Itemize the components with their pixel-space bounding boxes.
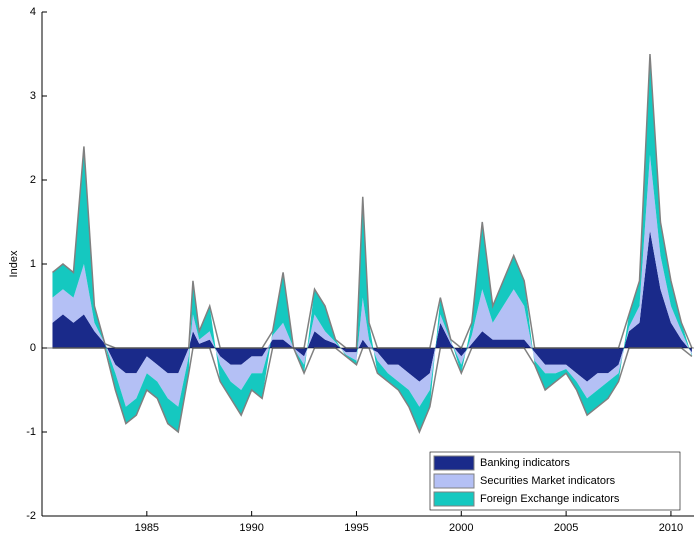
y-tick-label: -1 — [26, 426, 36, 438]
x-tick-label: 2010 — [659, 522, 683, 534]
x-tick-label: 1990 — [239, 522, 263, 534]
x-tick-label: 2000 — [449, 522, 473, 534]
legend-swatch — [433, 473, 475, 489]
y-tick-label: -2 — [26, 510, 36, 522]
y-tick-label: 3 — [30, 90, 36, 102]
legend-label: Foreign Exchange indicators — [480, 493, 620, 505]
area — [52, 154, 692, 407]
legend-label: Banking indicators — [480, 457, 570, 469]
y-tick-label: 1 — [30, 258, 36, 270]
legend-label: Securities Market indicators — [480, 475, 616, 487]
y-tick-label: 4 — [30, 6, 36, 18]
legend-swatch — [433, 491, 475, 507]
x-tick-label: 1985 — [135, 522, 159, 534]
y-tick-label: 2 — [30, 174, 36, 186]
y-tick-label: 0 — [30, 342, 36, 354]
outline — [52, 53, 693, 350]
y-axis-label: Index — [8, 250, 20, 277]
area — [52, 54, 692, 432]
legend-swatch — [433, 455, 475, 471]
x-tick-label: 2005 — [554, 522, 578, 534]
x-tick-label: 1995 — [344, 522, 368, 534]
